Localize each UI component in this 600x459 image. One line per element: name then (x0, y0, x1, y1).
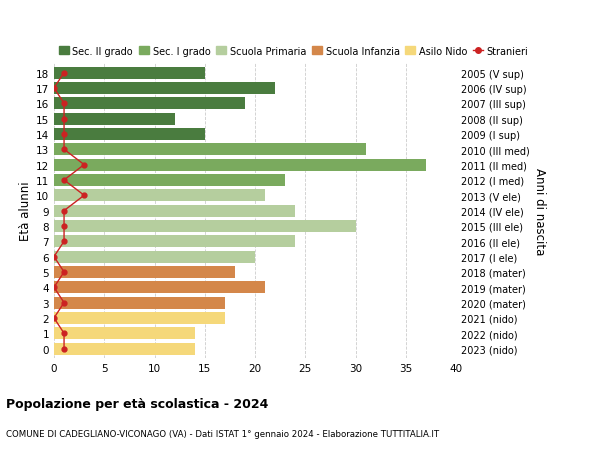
Text: Popolazione per età scolastica - 2024: Popolazione per età scolastica - 2024 (6, 397, 268, 410)
Legend: Sec. II grado, Sec. I grado, Scuola Primaria, Scuola Infanzia, Asilo Nido, Stran: Sec. II grado, Sec. I grado, Scuola Prim… (59, 46, 529, 56)
Bar (54, 83, 275, 95)
Text: COMUNE DI CADEGLIANO-VICONAGO (VA) - Dati ISTAT 1° gennaio 2024 - Elaborazione T: COMUNE DI CADEGLIANO-VICONAGO (VA) - Dat… (6, 429, 439, 438)
Bar (54, 328, 195, 340)
Bar (54, 205, 295, 217)
Bar (54, 236, 295, 248)
Bar (54, 190, 265, 202)
Bar (54, 174, 285, 186)
Bar (54, 297, 225, 309)
Bar (54, 343, 195, 355)
Y-axis label: Età alunni: Età alunni (19, 181, 32, 241)
Bar (54, 282, 265, 294)
Bar (54, 159, 426, 171)
Bar (54, 144, 365, 156)
Bar (54, 266, 235, 278)
Bar (54, 98, 245, 110)
Y-axis label: Anni di nascita: Anni di nascita (533, 168, 546, 255)
Bar (54, 312, 225, 324)
Bar (54, 67, 205, 79)
Bar (54, 113, 175, 125)
Bar (54, 220, 355, 232)
Bar (54, 251, 255, 263)
Bar (54, 129, 205, 140)
